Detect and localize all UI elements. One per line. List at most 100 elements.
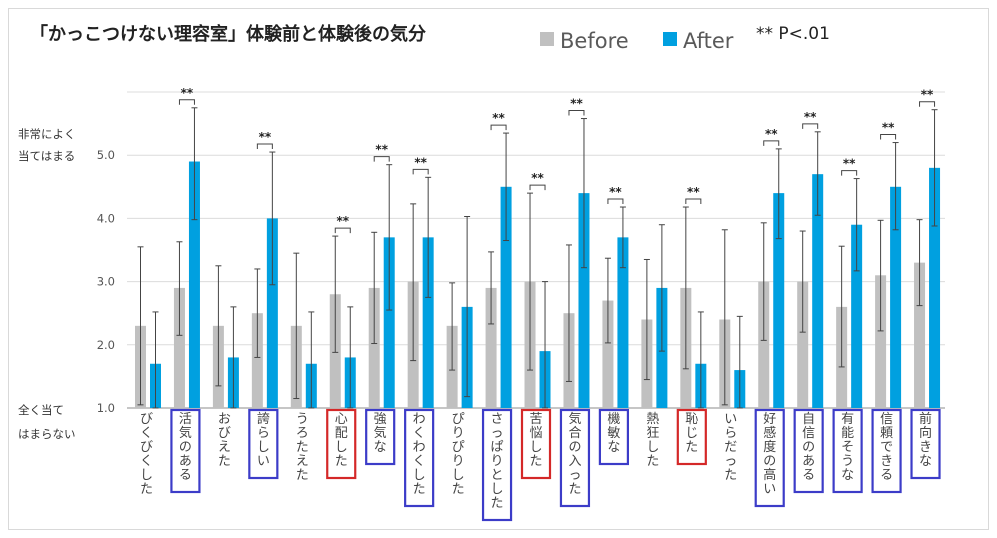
significance-mark: ** <box>492 111 505 125</box>
bar-before <box>758 281 770 408</box>
significance-mark: ** <box>336 214 349 228</box>
bar-after <box>578 193 590 408</box>
bar-after <box>773 193 785 408</box>
significance-mark: ** <box>570 97 583 111</box>
category-label: 誇らしい <box>257 411 270 469</box>
significance-bracket <box>763 140 780 146</box>
y-tick-label: 4.0 <box>97 211 115 225</box>
category-box-blue <box>793 408 824 494</box>
chart-frame <box>8 8 989 530</box>
bar-before <box>251 313 263 408</box>
bar-after <box>383 237 395 408</box>
category-label: 前向きな <box>919 411 932 469</box>
significance-mark: ** <box>765 127 778 141</box>
significance-bracket <box>373 156 390 162</box>
category-box-blue <box>832 408 863 494</box>
y-label-top: 当てはまる <box>18 149 75 163</box>
category-box-blue <box>481 408 513 522</box>
category-label: 信頼できる <box>880 412 893 483</box>
significance-bracket <box>607 198 624 205</box>
legend-label-before: Before <box>560 29 629 53</box>
category-label: おびえた <box>218 412 231 469</box>
category-label: びくびくした <box>140 412 153 497</box>
bar-after <box>890 186 902 408</box>
significance-bracket <box>529 184 546 191</box>
significance-mark: ** <box>375 143 388 157</box>
y-tick-label: 2.0 <box>97 338 115 352</box>
category-box-red <box>326 408 357 480</box>
legend-label-after: After <box>683 29 734 53</box>
category-box-blue <box>170 408 201 494</box>
bar-after <box>266 218 278 408</box>
y-label-top: 非常によく <box>18 127 76 141</box>
y-tick-label: 3.0 <box>97 275 115 289</box>
significance-mark: ** <box>687 185 700 199</box>
category-label: 気合の入った <box>568 411 581 497</box>
category-box-blue <box>365 408 396 466</box>
significance-bracket <box>841 170 858 176</box>
significance-mark: ** <box>259 130 272 144</box>
category-label: 機敏な <box>607 412 620 455</box>
category-label: 熱狂した <box>646 412 659 469</box>
category-box-blue <box>910 408 941 480</box>
category-box-blue <box>404 408 435 508</box>
significance-mark: ** <box>804 110 817 124</box>
bar-before <box>602 300 614 408</box>
significance-mark: ** <box>181 86 194 100</box>
bar-before <box>875 275 887 408</box>
significance-mark: ** <box>843 157 856 171</box>
category-label: 活気のある <box>179 412 192 483</box>
category-box-blue <box>754 408 785 508</box>
chart-title: 「かっこつけない理容室」体験前と体験後の気分 <box>30 23 426 45</box>
category-box-blue <box>598 408 630 466</box>
significance-bracket <box>802 123 819 129</box>
category-box-red <box>520 408 552 480</box>
significance-mark: ** <box>921 88 934 102</box>
significance-mark: ** <box>414 155 427 169</box>
category-label: うろたえた <box>296 412 309 483</box>
bar-before <box>797 281 809 408</box>
category-box-red <box>676 408 707 466</box>
category-label: わくわくした <box>413 412 426 497</box>
bar-after <box>617 237 629 408</box>
legend-swatch-after <box>663 32 677 46</box>
significance-bracket <box>568 110 585 116</box>
y-tick-label: 1.0 <box>97 401 115 415</box>
y-label-bottom: 全く当て <box>18 403 64 417</box>
bar-after <box>851 224 863 408</box>
significance-bracket <box>412 168 429 175</box>
significance-bracket <box>919 101 936 107</box>
category-label: 苦悩した <box>529 411 542 469</box>
category-box-blue <box>871 408 902 494</box>
category-label: 有能そうな <box>841 412 854 483</box>
significance-bracket <box>178 99 195 105</box>
bar-after <box>422 237 434 408</box>
category-box-blue <box>248 408 279 480</box>
significance-mark: ** <box>609 185 622 199</box>
category-label: 自信のある <box>802 412 815 483</box>
category-label: 恥じた <box>685 412 698 455</box>
significance-bracket <box>880 134 897 140</box>
category-box-blue <box>559 408 591 508</box>
category-label: いらだった <box>724 412 737 483</box>
bar-after <box>500 186 512 408</box>
category-label: 心配した <box>335 412 348 469</box>
significance-bracket <box>490 124 507 131</box>
y-tick-label: 5.0 <box>97 148 115 162</box>
category-label: 強気な <box>374 412 387 455</box>
bar-after <box>929 167 941 408</box>
significance-note: ** P<.01 <box>756 24 830 44</box>
category-label: 好感度の高い <box>763 412 776 497</box>
legend-swatch-before <box>540 32 554 46</box>
bar-before <box>485 287 497 408</box>
bar-after <box>188 161 200 408</box>
significance-mark: ** <box>882 121 895 135</box>
bar-before <box>173 287 185 408</box>
category-label: ぴりぴりした <box>452 412 465 497</box>
category-label: さっぱりとした <box>491 412 504 511</box>
bar-before <box>368 287 380 408</box>
legend: Before After <box>540 29 734 53</box>
significance-mark: ** <box>531 171 544 185</box>
